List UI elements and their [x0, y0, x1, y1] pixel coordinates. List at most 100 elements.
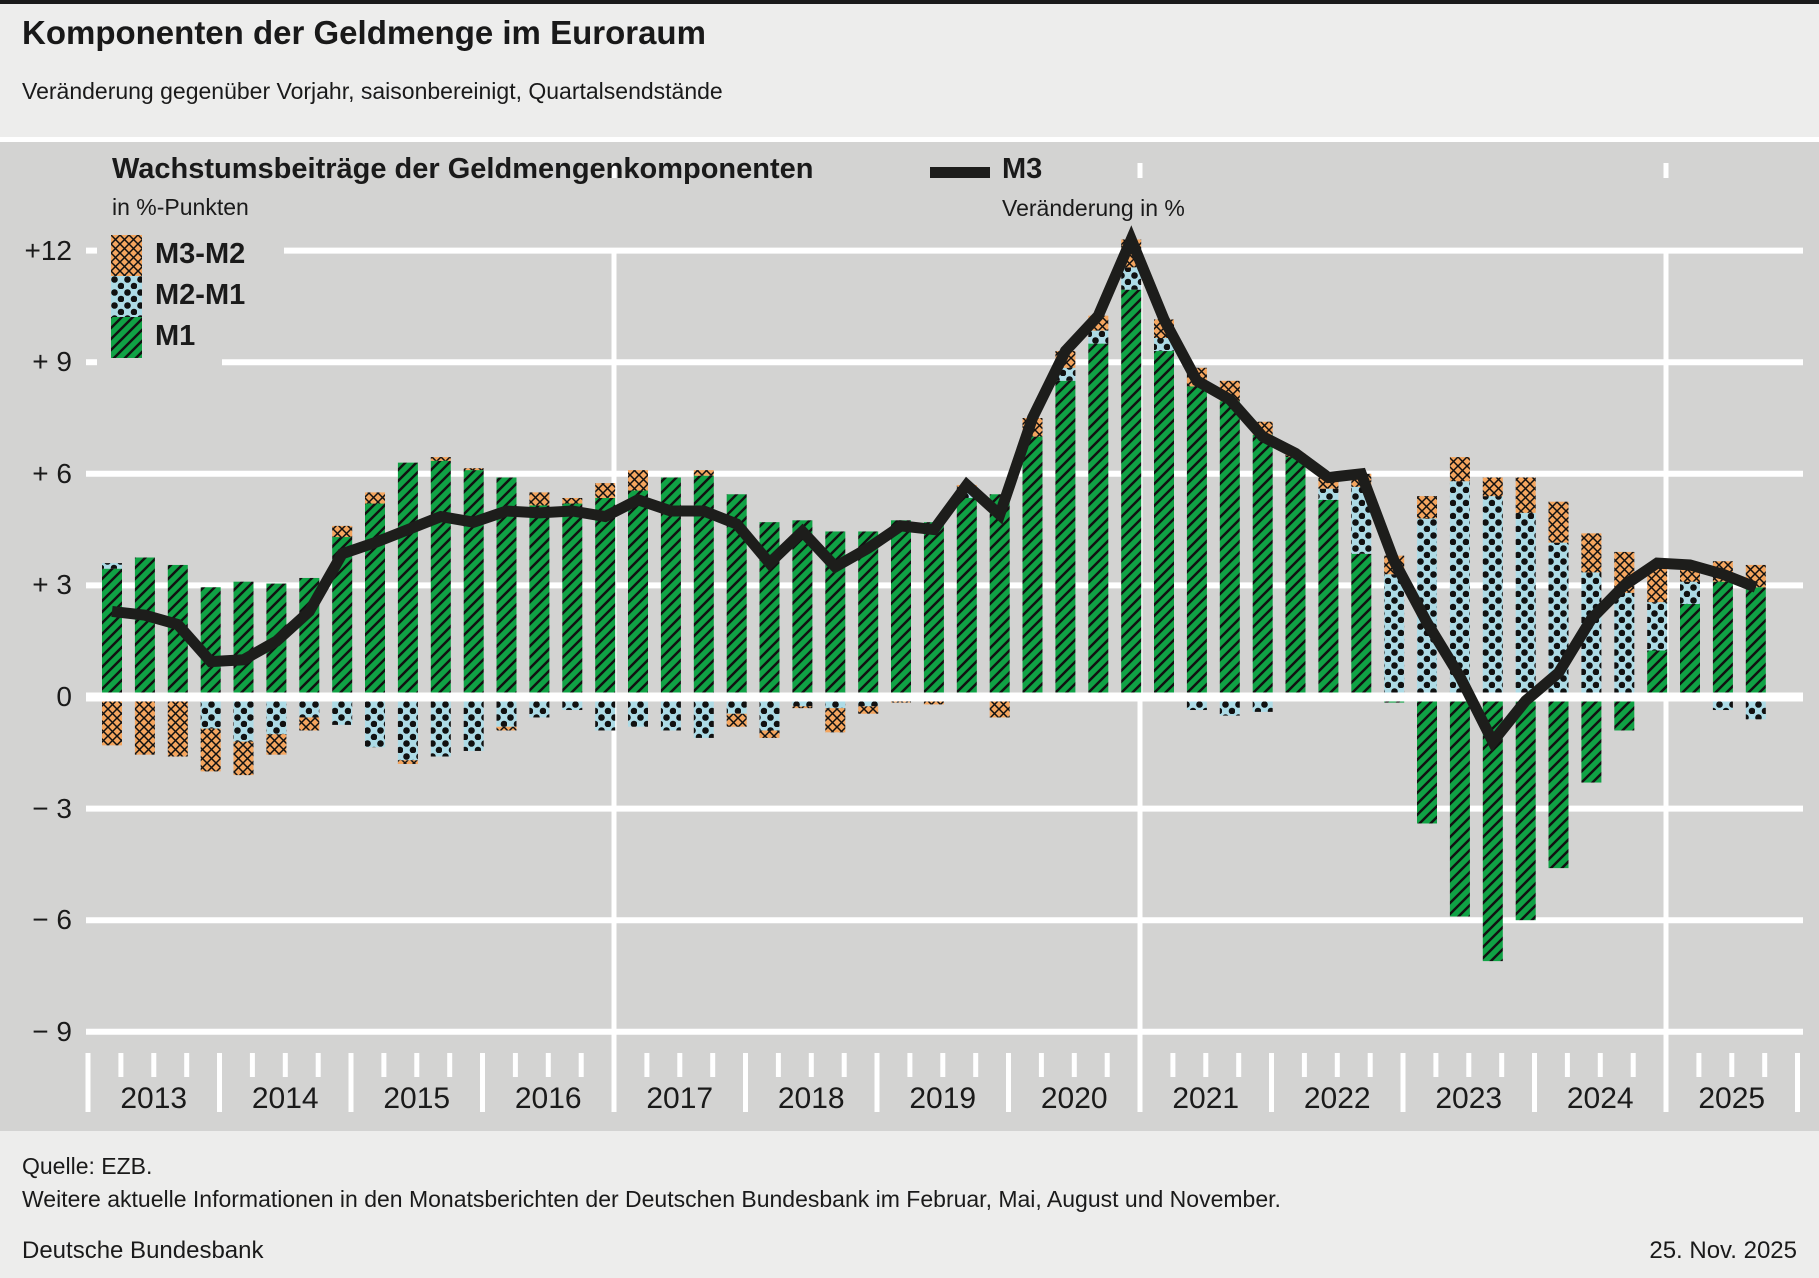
bar-segment-m1: [1449, 697, 1470, 917]
bar-segment-m1: [1219, 401, 1240, 697]
bar-segment-m1: [1647, 650, 1668, 697]
bar-segment-m2m1: [1482, 496, 1503, 697]
bar-segment-m2m1: [1680, 581, 1700, 604]
bar-segment-m1: [1351, 553, 1372, 697]
bar-segment-m3m2: [200, 728, 221, 772]
legend-label-m1: M1: [155, 320, 196, 352]
bar-segment-m1: [726, 494, 747, 697]
x-axis-year-label: 2020: [1041, 1082, 1108, 1115]
x-axis-year-label: 2021: [1172, 1082, 1239, 1115]
bar-segment-m3m2: [529, 492, 550, 506]
bar-segment-m1: [1680, 604, 1700, 697]
bar-segment-m3m2: [989, 697, 1010, 718]
bar-segment-m3m2: [792, 706, 813, 709]
bar-segment-m3m2: [693, 470, 714, 476]
bar-segment-m1: [463, 470, 484, 697]
y-axis-label: + 3: [32, 569, 72, 601]
bar-segment-m1: [628, 490, 648, 697]
bar-segment-m3m2: [463, 468, 484, 471]
x-axis-year-label: 2013: [120, 1082, 187, 1115]
y-axis-label: − 6: [32, 904, 72, 936]
y-axis-label: +12: [24, 234, 73, 266]
y-axis: +12 + 9 + 6 + 3 0 − 3 − 6 − 9: [0, 142, 73, 1131]
x-axis-year-label: 2023: [1435, 1082, 1502, 1115]
bar-segment-m1: [989, 494, 1010, 697]
bar-segment-m1: [1186, 386, 1207, 697]
y-axis-label: 0: [56, 681, 72, 712]
bar-segment-m2m1: [759, 697, 780, 731]
bar-segment-m1: [397, 462, 418, 697]
bar-segment-m2m1: [693, 697, 714, 738]
bar-segment-m1: [1548, 697, 1569, 869]
m3-line-swatch: [930, 167, 990, 178]
source-note: Quelle: EZB.: [22, 1153, 153, 1179]
bar-segment-m2m1: [529, 697, 550, 718]
bar-segment-m2m1: [1449, 481, 1470, 697]
bar-segment-m2m1: [1351, 486, 1372, 554]
bar-segment-m1: [496, 477, 517, 697]
bar-segment-m1: [1285, 457, 1306, 697]
bar-segment-m1: [1121, 289, 1142, 697]
bar-segment-m3m2: [430, 457, 451, 461]
bar-segment-m2m1: [1088, 330, 1109, 344]
bar-segment-m2m1: [1614, 592, 1635, 697]
bar-segment-m3m2: [233, 741, 254, 776]
m3-legend-label: M3: [1002, 153, 1043, 185]
bar-segment-m1: [365, 503, 385, 697]
bar-segment-m3m2: [365, 492, 385, 504]
x-axis-year-label: 2018: [778, 1082, 845, 1115]
bar-segment-m1: [1712, 581, 1733, 697]
panel-unit-label: in %-Punkten: [112, 194, 249, 220]
bar-segment-m3m2: [102, 697, 122, 746]
bar-segment-m1: [233, 581, 254, 697]
bar-segment-m1: [134, 557, 155, 697]
y-axis-label: − 9: [32, 1015, 72, 1047]
y-axis-label: + 9: [32, 346, 72, 378]
bar-segment-m1: [562, 503, 583, 697]
bar-segment-m2m1: [1417, 518, 1437, 697]
bar-segment-m2m1: [1745, 697, 1766, 720]
chart-band: 2013 2014 2015 2016 2017 2018 2019 2020 2021 2022…: [0, 137, 1819, 1131]
bar-segment-m2m1: [1647, 602, 1668, 651]
page-title: Komponenten der Geldmenge im Euroraum: [22, 14, 706, 51]
bar-segment-m2m1: [463, 697, 484, 751]
bar-segment-m2m1: [628, 697, 648, 727]
bar-segment-m3m2: [1581, 533, 1602, 573]
bar-segment-m3m2: [562, 497, 583, 504]
panel-heading: Wachstumsbeiträge der Geldmengenkomponen…: [112, 153, 814, 185]
legend-label-m3m2: M3-M2: [155, 238, 246, 270]
x-axis-year-label: 2014: [252, 1082, 319, 1115]
bar-segment-m2m1: [660, 697, 681, 731]
bar-segment-m3m2: [134, 697, 155, 755]
legend-swatch-m3m2: [111, 235, 142, 276]
chart-plot: 2013 2014 2015 2016 2017 2018 2019 2020 2021 2022…: [85, 163, 1803, 1115]
x-axis-year-label: 2019: [909, 1082, 976, 1115]
bar-segment-m2m1: [595, 697, 616, 731]
x-axis-year-label: 2016: [515, 1082, 582, 1115]
legend-swatch-m2m1: [111, 276, 142, 317]
y-axis-label: + 6: [32, 457, 72, 489]
bar-segment-m2m1: [1581, 572, 1602, 697]
bar-segment-m1: [1745, 587, 1766, 697]
bar-segment-m3m2: [1318, 477, 1339, 489]
bar-segment-m1: [923, 522, 944, 697]
bar-segment-m1: [430, 460, 451, 697]
bar-segment-m3m2: [858, 706, 879, 714]
bar-segment-m2m1: [1154, 338, 1174, 352]
bar-segment-m1: [332, 537, 353, 697]
bar-segment-m1: [1417, 697, 1437, 824]
bar-segment-m2m1: [233, 697, 254, 742]
x-axis-year-label: 2015: [383, 1082, 450, 1115]
bar-segment-m2m1: [825, 697, 846, 709]
bar-segment-m1: [1022, 436, 1043, 697]
legend-label-m2m1: M2-M1: [155, 279, 246, 311]
footer: Quelle: EZB. Weitere aktuelle Informatio…: [0, 1131, 1819, 1278]
bar-segment-m2m1: [1219, 697, 1240, 716]
y-axis-label: − 3: [32, 792, 72, 824]
bar-segment-m2m1: [1318, 488, 1339, 500]
bar-segment-m3m2: [825, 708, 846, 733]
bar-segment-m1: [1252, 434, 1273, 697]
bar-segment-m2m1: [200, 697, 221, 729]
bar-segment-m3m2: [167, 697, 188, 757]
